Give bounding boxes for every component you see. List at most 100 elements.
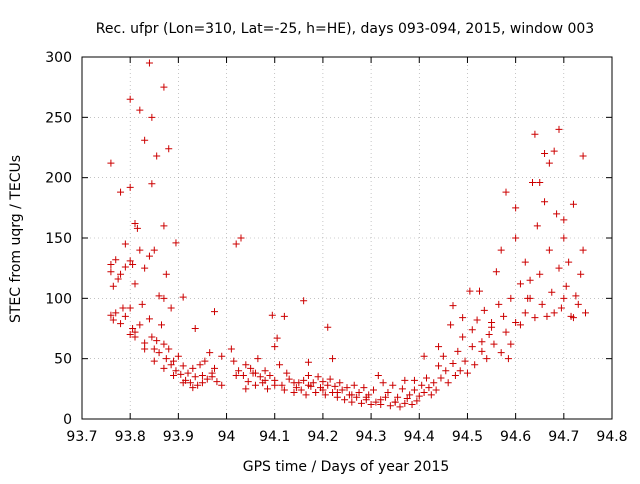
data-point [145,252,153,260]
data-points [107,59,589,411]
data-point [382,393,390,401]
data-point [191,325,199,332]
data-point [126,183,134,191]
data-point [292,384,300,392]
data-point [160,364,168,372]
data-point [153,152,161,160]
x-tick-label: 94.7 [548,429,579,445]
data-point [512,318,520,326]
data-point [251,381,259,389]
data-point [242,361,250,369]
data-point [490,340,498,348]
data-point [362,393,370,401]
data-point [211,364,218,372]
data-point [126,257,134,265]
data-point [466,287,474,295]
data-point [536,270,544,278]
data-point [437,374,445,382]
data-point [435,343,443,351]
data-point [167,361,175,369]
data-point [492,268,500,276]
data-point [560,234,568,242]
data-point [261,376,269,384]
data-point [343,384,351,392]
data-point [227,345,235,353]
data-point [232,240,240,248]
data-point [280,312,288,320]
data-point [574,300,582,308]
data-point [203,375,211,383]
x-tick-label: 93.8 [115,429,146,445]
data-point [336,379,344,387]
data-point [126,304,134,312]
data-point [502,188,510,196]
data-point [309,379,317,387]
data-point [112,256,120,264]
data-point [126,331,134,339]
data-point [456,367,464,375]
data-point [155,292,163,300]
data-point [495,300,503,308]
data-point [191,373,199,381]
data-point [473,316,481,324]
grid [82,57,612,419]
data-point [285,375,293,383]
data-point [432,386,440,394]
data-point [141,345,149,353]
data-point [177,370,185,378]
data-point [172,239,180,247]
data-point [302,391,310,399]
data-point [160,222,168,230]
data-point [184,369,192,377]
data-point [497,349,505,357]
data-point [483,355,491,363]
data-point [237,234,245,242]
data-point [153,337,161,345]
data-point [218,381,226,389]
data-point [201,357,209,365]
data-point [126,95,134,103]
axis-ticks: 93.7 93.8 93.9 94 94.1 94.2 94.3 94.4 94.5 94.6 94… [45,50,627,445]
data-point [261,367,269,375]
data-point [300,376,308,384]
data-point [550,147,558,155]
data-point [218,352,226,360]
data-point [133,224,141,232]
data-point [235,367,243,375]
data-point [476,287,483,295]
data-point [461,357,469,365]
data-point [545,159,553,167]
data-point [357,399,365,407]
data-point [150,345,158,353]
data-point [408,401,416,409]
data-point [304,358,312,366]
data-point [521,309,529,317]
data-point [196,361,204,369]
data-point [141,264,149,272]
x-tick-label: 94.8 [596,429,627,445]
data-point [304,372,312,380]
y-axis-label: STEC from uqrg / TECUs [8,155,24,323]
data-point [329,355,337,363]
data-point [374,372,382,380]
data-point [512,204,520,212]
data-point [179,362,187,370]
data-point [379,379,387,387]
data-point [251,369,259,377]
data-point [314,373,322,381]
data-point [138,300,146,308]
data-point [439,352,447,360]
data-point [538,300,546,308]
data-point [557,304,565,312]
data-point [468,343,476,351]
data-point [109,282,117,290]
data-point [425,384,433,392]
data-point [254,355,262,363]
data-point [394,393,402,401]
data-point [194,381,202,389]
data-point [507,340,515,348]
data-point [206,349,214,357]
data-point [372,398,380,406]
x-tick-label: 94.4 [404,429,435,445]
